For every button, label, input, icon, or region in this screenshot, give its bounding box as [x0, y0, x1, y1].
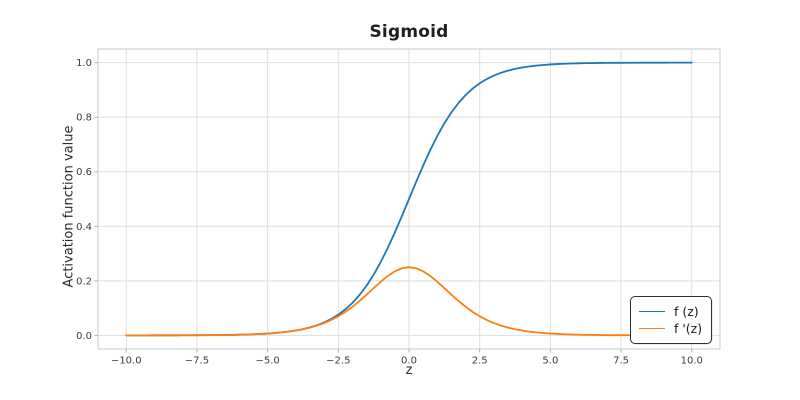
x-tick-label: −2.5: [326, 356, 350, 367]
x-axis-label: z: [405, 363, 413, 378]
y-axis-label: Activation function value: [61, 125, 77, 288]
legend-item-f: f (z): [639, 303, 702, 320]
x-tick-label: 0.0: [401, 356, 417, 367]
x-tick-label: 2.5: [472, 356, 488, 367]
legend-label-f: f (z): [674, 304, 699, 319]
y-tick-label: 0.0: [76, 331, 92, 342]
x-tick-label: 7.5: [613, 356, 629, 367]
legend-line-sample-f-prime: [639, 328, 665, 329]
chart-title: Sigmoid: [369, 22, 449, 42]
series-curve-1: [125, 266, 693, 337]
x-tick-label: 10.0: [681, 356, 703, 367]
legend-item-f-prime: f '(z): [639, 320, 702, 337]
y-tick-label: 0.2: [76, 276, 92, 287]
x-tick-label: −5.0: [255, 356, 279, 367]
x-tick-label: −10.0: [111, 356, 142, 367]
y-tick-label: 0.6: [76, 167, 92, 178]
legend-label-f-prime: f '(z): [674, 321, 703, 336]
y-tick-label: 0.8: [76, 113, 92, 124]
y-tick-label: 0.4: [76, 222, 92, 233]
x-tick-label: −7.5: [185, 356, 209, 367]
y-tick-label: 1.0: [76, 58, 92, 69]
legend-line-sample-f: [639, 311, 665, 312]
legend: f (z) f '(z): [630, 296, 713, 344]
x-tick-label: 5.0: [542, 356, 558, 367]
